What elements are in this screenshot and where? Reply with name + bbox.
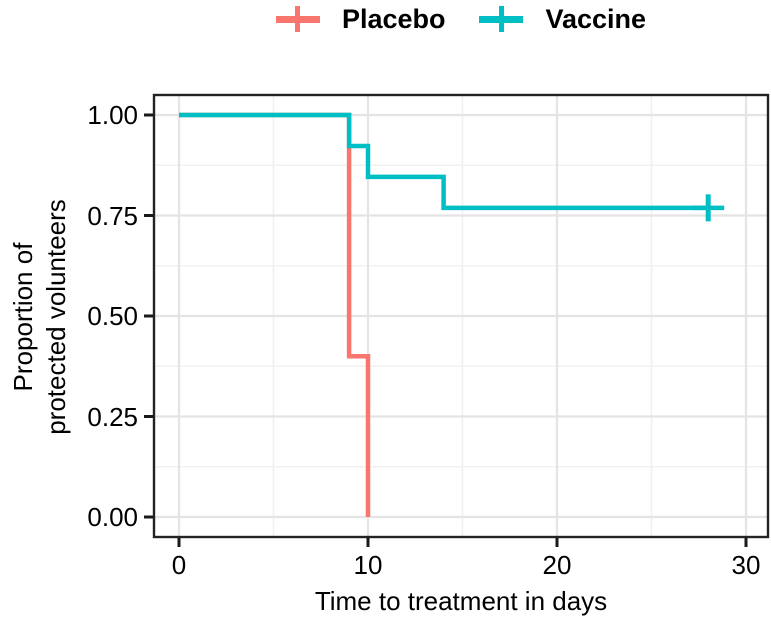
legend-label: Placebo bbox=[341, 3, 446, 34]
y-tick-label: 1.00 bbox=[87, 100, 138, 130]
panel-border bbox=[152, 93, 770, 539]
y-axis-ticks bbox=[144, 113, 153, 519]
x-tick-label: 30 bbox=[731, 550, 761, 580]
plus-vertical-bar bbox=[498, 6, 504, 32]
x-tick-label: 20 bbox=[542, 550, 572, 580]
legend-label: Vaccine bbox=[545, 3, 647, 34]
plus-marker-icon bbox=[275, 4, 320, 34]
plus-marker-icon bbox=[479, 4, 524, 34]
legend: Placebo Vaccine bbox=[154, 0, 768, 38]
y-tick-label: 0.25 bbox=[87, 401, 138, 432]
vaccine-curve bbox=[179, 112, 709, 211]
legend-item-placebo: Placebo bbox=[275, 3, 446, 35]
x-axis-title: Time to treatment in days bbox=[314, 586, 608, 616]
y-tick-label: 0.75 bbox=[87, 200, 138, 231]
vaccine-censor-mark-icon bbox=[692, 194, 725, 222]
legend-item-vaccine: Vaccine bbox=[479, 4, 646, 35]
x-tick-label: 0 bbox=[171, 550, 187, 580]
x-axis-ticks bbox=[177, 538, 748, 547]
plus-vertical-bar bbox=[295, 6, 301, 32]
y-tick-label: 0.00 bbox=[87, 502, 138, 532]
x-tick-label: 10 bbox=[353, 550, 383, 580]
y-tick-label: 0.50 bbox=[87, 301, 138, 331]
